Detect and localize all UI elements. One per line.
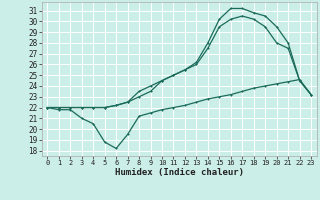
X-axis label: Humidex (Indice chaleur): Humidex (Indice chaleur) bbox=[115, 168, 244, 177]
